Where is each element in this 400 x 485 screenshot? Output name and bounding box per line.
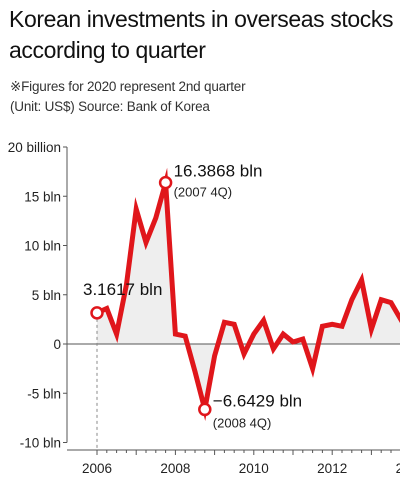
axis-layer: 20 billion 15 bln 10 bln 5 bln 0 -5 bln -10 bl… — [8, 140, 400, 476]
data-point-marker — [158, 175, 173, 190]
y-tick-label: -5 bln — [27, 386, 61, 401]
y-tick-label: 20 billion — [8, 140, 61, 155]
data-sublabel: (2008 4Q) — [213, 415, 272, 430]
series-area — [97, 182, 400, 410]
data-point-marker — [198, 402, 212, 417]
x-tick-label: 2012 — [317, 461, 347, 476]
y-tick-label: -10 bln — [20, 436, 61, 451]
data-sublabel: (2007 4Q) — [174, 185, 233, 200]
line-layer — [95, 167, 400, 421]
chart-title: Korean investments in overseas stocks ac… — [9, 6, 394, 63]
chart-source: (Unit: US$) Source: Bank of Korea — [10, 99, 210, 114]
marker-layer — [90, 175, 212, 417]
y-tick-label: 5 bln — [32, 288, 61, 303]
series-line — [95, 167, 400, 421]
y-tick-label: 15 bln — [24, 189, 61, 204]
y-tick-label: 10 bln — [24, 239, 61, 254]
x-tick-label: 2010 — [239, 461, 269, 476]
x-tick-label: 2006 — [82, 461, 112, 476]
x-tick-label: 2008 — [160, 461, 190, 476]
area-layer — [97, 182, 400, 410]
y-tick-label: 0 — [53, 337, 61, 352]
label-layer: 3.1617 bln 16.3868 bln (2007 4Q) −6.6429 bl… — [83, 162, 302, 431]
data-label: 3.1617 bln — [83, 280, 162, 299]
chart-note: ※Figures for 2020 represent 2nd quarter — [10, 79, 246, 94]
data-label: −6.6429 bln — [213, 391, 302, 410]
data-point-marker — [90, 306, 104, 320]
data-label: 16.3868 bln — [174, 162, 263, 181]
x-tick-label: 2014 — [396, 461, 400, 476]
